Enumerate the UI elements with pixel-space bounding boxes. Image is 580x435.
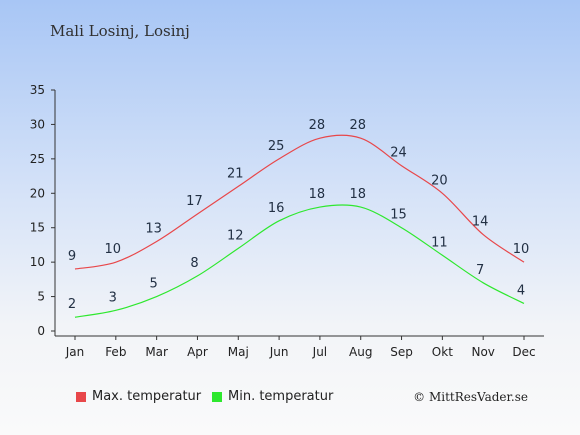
data-label-min: 7 [476, 263, 484, 278]
legend-item-max: Max. temperatur [76, 389, 201, 404]
x-tick-label: Mar [145, 345, 168, 359]
y-tick-label: 30 [30, 117, 45, 131]
x-tick-label: Jul [312, 345, 327, 359]
credit-text: © MittResVader.se [413, 390, 528, 404]
data-label-min: 15 [390, 208, 407, 223]
data-label-min: 8 [190, 256, 198, 271]
data-label-min: 2 [68, 297, 76, 312]
x-tick-label: Feb [105, 345, 126, 359]
y-tick-label: 0 [37, 324, 45, 338]
data-label-min: 16 [268, 201, 285, 216]
data-label-min: 11 [431, 235, 448, 250]
data-label-max: 10 [513, 242, 530, 257]
x-tick-label: Sep [390, 345, 413, 359]
legend-swatch-min [212, 391, 222, 402]
chart-title: Mali Losinj, Losinj [50, 22, 190, 40]
data-label-max: 21 [227, 166, 244, 181]
legend-item-min: Min. temperatur [212, 389, 333, 404]
data-label-min: 5 [149, 277, 157, 292]
data-label-min: 18 [349, 187, 366, 202]
data-label-min: 3 [109, 290, 117, 305]
data-label-max: 10 [105, 242, 122, 257]
data-label-max: 9 [68, 249, 76, 264]
legend-label-max: Max. temperatur [92, 389, 202, 404]
x-tick-label: Aug [349, 345, 372, 359]
data-label-max: 28 [309, 118, 326, 133]
data-label-max: 20 [431, 173, 448, 188]
x-tick-label: Okt [432, 345, 453, 359]
legend-swatch-max [76, 391, 86, 402]
x-tick-label: Apr [187, 345, 208, 359]
data-label-max: 28 [349, 118, 366, 133]
data-label-min: 4 [517, 283, 525, 298]
data-label-max: 13 [145, 221, 162, 236]
y-tick-label: 35 [30, 83, 45, 97]
data-label-max: 25 [268, 139, 285, 154]
data-label-max: 14 [472, 215, 489, 230]
x-tick-label: Dec [512, 345, 535, 359]
data-label-min: 12 [227, 228, 244, 243]
y-tick-label: 10 [30, 255, 45, 269]
y-tick-label: 25 [30, 152, 45, 166]
y-tick-label: 5 [37, 290, 45, 304]
legend-label-min: Min. temperatur [228, 389, 334, 404]
data-label-max: 24 [390, 146, 407, 161]
x-tick-label: Jun [269, 345, 289, 359]
data-label-min: 18 [309, 187, 326, 202]
x-tick-label: Nov [471, 345, 494, 359]
y-tick-label: 15 [30, 221, 45, 235]
data-label-max: 17 [186, 194, 203, 209]
y-tick-label: 20 [30, 186, 45, 200]
x-tick-label: Maj [228, 345, 249, 359]
series-line-min [74, 204, 525, 318]
series-line-max [74, 134, 525, 270]
x-tick-label: Jan [65, 345, 85, 359]
